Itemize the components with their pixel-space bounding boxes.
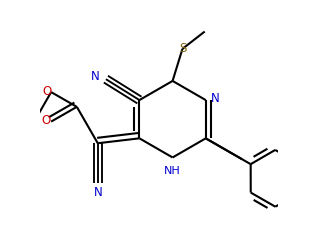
Text: S: S bbox=[179, 42, 186, 55]
Text: O: O bbox=[41, 114, 50, 127]
Text: NH: NH bbox=[164, 166, 180, 176]
Text: N: N bbox=[93, 186, 102, 199]
Text: O: O bbox=[42, 85, 51, 98]
Text: N: N bbox=[91, 70, 100, 83]
Text: N: N bbox=[211, 92, 219, 105]
